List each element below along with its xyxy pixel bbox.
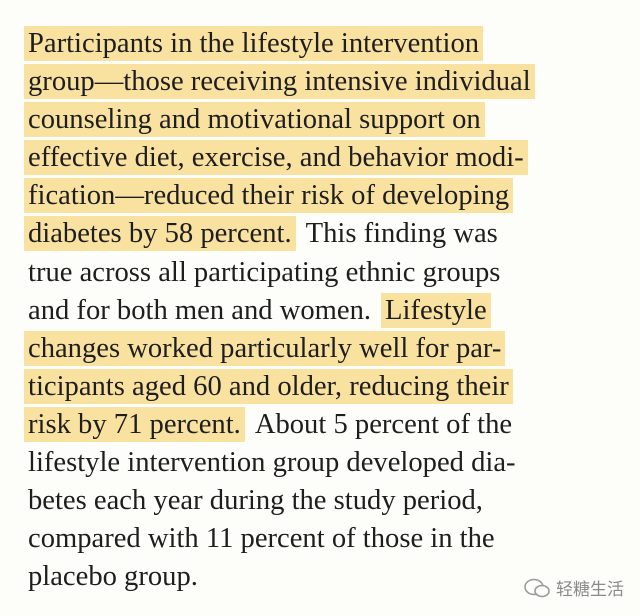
highlighted-text: risk by 71 percent. bbox=[24, 406, 245, 442]
document-text: Participants in the lifestyle interventi… bbox=[24, 25, 636, 596]
highlighted-text: changes worked particularly well for par… bbox=[24, 330, 506, 366]
text: true across all participating ethnic gro… bbox=[28, 256, 501, 288]
text: lifestyle intervention group developed d… bbox=[28, 447, 516, 479]
text: betes each year during the study period, bbox=[28, 485, 483, 517]
text-line: true across all participating ethnic gro… bbox=[24, 254, 636, 292]
text-line: group—those receiving intensive individu… bbox=[24, 63, 636, 101]
text-line: Participants in the lifestyle interventi… bbox=[24, 25, 636, 63]
text-line: ticipants aged 60 and older, reducing th… bbox=[24, 368, 636, 406]
text-line: compared with 11 percent of those in the bbox=[24, 520, 636, 558]
watermark-icon bbox=[524, 578, 550, 597]
text-line: effective diet, exercise, and behavior m… bbox=[24, 139, 636, 177]
text: This finding was bbox=[305, 218, 498, 250]
highlighted-text: Lifestyle bbox=[381, 292, 491, 328]
text-line: changes worked particularly well for par… bbox=[24, 330, 636, 368]
highlighted-text: fication—reduced their risk of developin… bbox=[24, 178, 514, 214]
text: placebo group. bbox=[28, 561, 198, 593]
watermark: 轻糖生活 bbox=[524, 575, 624, 600]
highlighted-text: ticipants aged 60 and older, reducing th… bbox=[24, 368, 513, 404]
text-line: diabetes by 58 percent. This finding was bbox=[24, 215, 636, 253]
text-line: lifestyle intervention group developed d… bbox=[24, 444, 636, 482]
text: and for both men and women. bbox=[28, 294, 372, 326]
highlighted-text: diabetes by 58 percent. bbox=[24, 216, 296, 252]
watermark-text: 轻糖生活 bbox=[556, 580, 624, 600]
highlighted-text: counseling and motivational support on bbox=[24, 102, 485, 138]
text: About 5 percent of the bbox=[254, 408, 513, 440]
highlighted-text: Participants in the lifestyle interventi… bbox=[24, 26, 484, 61]
text-line: risk by 71 percent. About 5 percent of th… bbox=[24, 406, 636, 444]
text-line: fication—reduced their risk of developin… bbox=[24, 177, 636, 215]
highlighted-text: group—those receiving intensive individu… bbox=[24, 64, 535, 100]
highlighted-text: effective diet, exercise, and behavior m… bbox=[24, 140, 528, 176]
text-line: placebo group. bbox=[24, 558, 636, 596]
text-line: betes each year during the study period, bbox=[24, 482, 636, 520]
text-line: counseling and motivational support on bbox=[24, 101, 636, 139]
text-line: and for both men and women. Lifestyle bbox=[24, 292, 636, 330]
text: compared with 11 percent of those in the bbox=[28, 523, 495, 555]
